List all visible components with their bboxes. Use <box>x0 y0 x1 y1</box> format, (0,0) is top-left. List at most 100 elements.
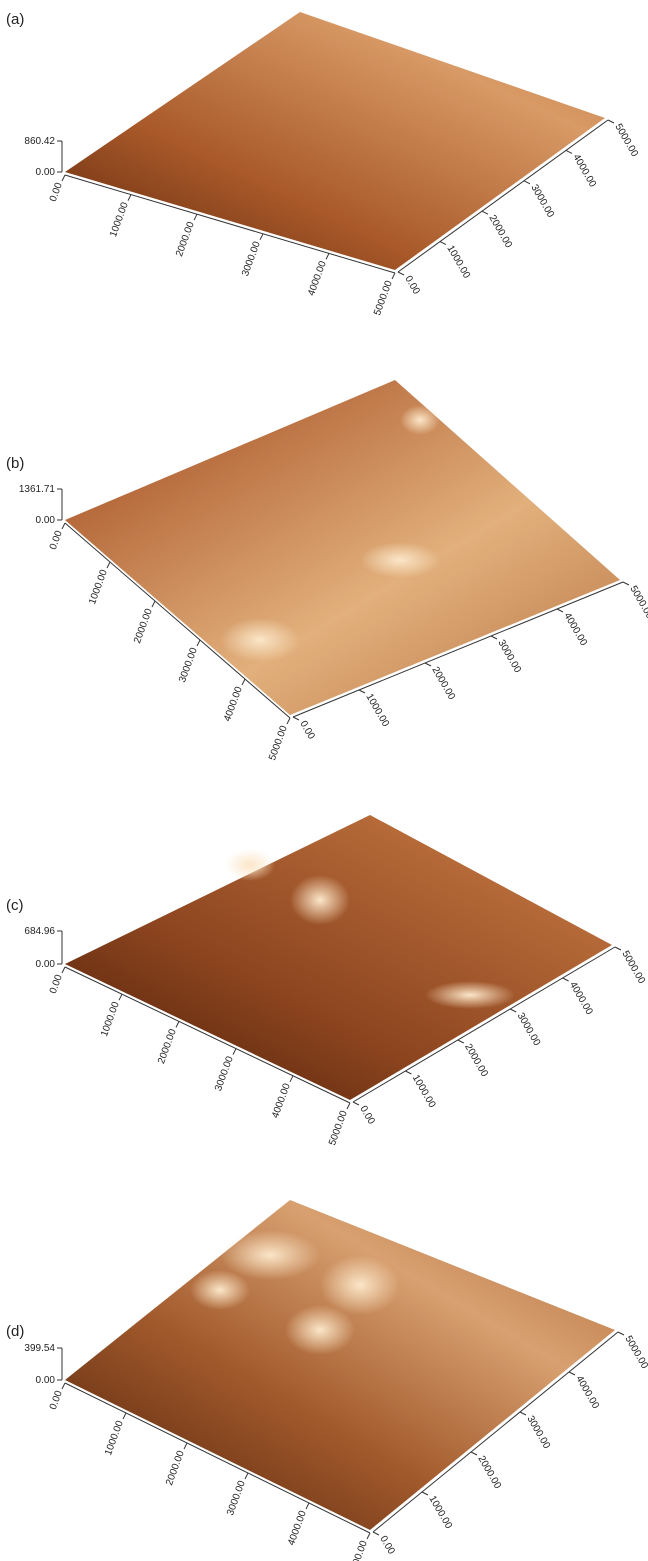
y-tick-label: 4000.00 <box>561 611 589 648</box>
x-tick <box>123 1413 126 1419</box>
y-tick <box>569 1372 575 1375</box>
surface-feature <box>290 875 350 925</box>
x-tick-label: 0.00 <box>48 181 65 203</box>
surface <box>65 1200 615 1530</box>
x-tick-label: 3000.00 <box>177 646 200 684</box>
y-tick-label: 0.00 <box>297 719 316 742</box>
x-tick <box>184 1443 187 1449</box>
x-tick <box>347 1103 350 1109</box>
y-tick-label: 5000.00 <box>627 584 648 621</box>
x-tick <box>306 1503 309 1509</box>
y-tick-label: 4000.00 <box>573 1374 601 1411</box>
panel-label: (a) <box>6 11 24 28</box>
x-tick-label: 5000.00 <box>267 724 290 762</box>
surface-feature <box>360 542 440 578</box>
x-tick <box>194 214 197 220</box>
y-tick-label: 1000.00 <box>444 244 472 281</box>
figure: (a) 860.42 0.00 0.00 1000.00 2000.00 3000.00 40… <box>0 0 648 1561</box>
x-tick <box>176 1021 179 1027</box>
x-tick <box>119 994 122 1000</box>
x-tick <box>62 967 65 973</box>
y-tick-label: 1000.00 <box>363 692 391 729</box>
x-tick <box>62 175 65 181</box>
x-tick-label: 1000.00 <box>99 1000 122 1038</box>
z-tick-label: 0.00 <box>36 1375 56 1386</box>
x-tick <box>242 679 245 685</box>
y-tick-label: 5000.00 <box>622 1334 648 1371</box>
y-tick-label: 2000.00 <box>429 665 457 702</box>
y-tick-label: 5000.00 <box>612 122 640 159</box>
x-tick <box>152 601 155 607</box>
x-tick-label: 5000.00 <box>372 279 395 317</box>
x-tick-label: 5000.00 <box>347 1539 370 1561</box>
y-tick <box>491 636 497 639</box>
y-tick <box>373 1532 379 1535</box>
y-tick-label: 1000.00 <box>410 1073 438 1110</box>
x-tick-label: 3000.00 <box>225 1479 248 1517</box>
x-tick-label: 4000.00 <box>222 685 245 723</box>
x-tick <box>367 1533 370 1539</box>
z-tick-label: 1361.71 <box>19 484 56 495</box>
x-tick <box>197 640 200 646</box>
surface <box>65 380 620 715</box>
z-tick-label: 0.00 <box>36 167 56 178</box>
x-tick <box>233 1049 236 1055</box>
y-tick-label: 4000.00 <box>570 152 598 189</box>
y-tick <box>353 1102 359 1105</box>
x-tick-label: 5000.00 <box>327 1109 350 1147</box>
z-tick-label: 684.96 <box>24 926 55 937</box>
y-tick <box>293 717 299 720</box>
x-tick <box>290 1076 293 1082</box>
y-tick <box>510 1009 516 1012</box>
x-tick-label: 3000.00 <box>213 1054 236 1092</box>
y-tick <box>440 242 446 245</box>
z-tick-label: 0.00 <box>36 959 56 970</box>
x-tick-label: 0.00 <box>48 529 65 551</box>
y-tick <box>524 181 530 184</box>
panel-label: (b) <box>6 455 24 472</box>
x-tick-label: 2000.00 <box>174 220 197 258</box>
y-tick-label: 2000.00 <box>462 1042 490 1079</box>
x-tick-label: 4000.00 <box>306 259 329 297</box>
x-tick-label: 1000.00 <box>103 1419 126 1457</box>
z-tick-label: 860.42 <box>24 136 55 147</box>
x-tick <box>245 1473 248 1479</box>
y-tick-label: 3000.00 <box>495 638 523 675</box>
x-tick-label: 1000.00 <box>87 568 110 606</box>
x-tick-label: 2000.00 <box>156 1027 179 1065</box>
x-tick <box>260 234 263 240</box>
y-tick <box>563 978 569 981</box>
surface-feature <box>225 849 275 881</box>
y-tick <box>422 1492 428 1495</box>
x-tick-label: 3000.00 <box>240 240 263 278</box>
surface-feature <box>190 1270 250 1310</box>
y-tick <box>520 1412 526 1415</box>
y-tick <box>405 1071 411 1074</box>
y-tick <box>608 120 614 123</box>
y-tick-label: 3000.00 <box>515 1011 543 1048</box>
y-tick-label: 3000.00 <box>528 183 556 220</box>
surface-feature <box>400 405 440 435</box>
z-tick-label: 0.00 <box>36 515 56 526</box>
y-tick-label: 4000.00 <box>567 980 595 1017</box>
surface-feature <box>425 981 515 1009</box>
y-tick <box>458 1040 464 1043</box>
y-tick <box>618 1332 624 1335</box>
y-tick-label: 0.00 <box>402 274 421 297</box>
y-tick-label: 0.00 <box>377 1534 396 1557</box>
y-tick <box>482 211 488 214</box>
y-tick-label: 5000.00 <box>619 949 647 986</box>
surface-feature <box>220 618 300 662</box>
y-tick <box>623 582 629 585</box>
y-tick <box>566 150 572 153</box>
x-tick-label: 0.00 <box>48 1389 65 1411</box>
z-tick-label: 399.54 <box>24 1343 55 1354</box>
y-tick <box>557 609 563 612</box>
surface <box>65 12 605 270</box>
panel-label: (c) <box>6 897 24 914</box>
y-tick-label: 2000.00 <box>475 1454 503 1491</box>
x-tick-label: 2000.00 <box>132 607 155 645</box>
x-tick <box>107 562 110 568</box>
x-tick <box>62 1383 65 1389</box>
x-tick-label: 4000.00 <box>286 1509 309 1547</box>
